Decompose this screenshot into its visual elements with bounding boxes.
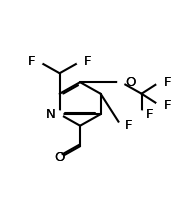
Text: O: O: [54, 151, 65, 164]
Circle shape: [118, 122, 124, 129]
Text: F: F: [84, 55, 91, 68]
Circle shape: [36, 59, 42, 65]
Text: F: F: [163, 76, 171, 89]
Circle shape: [77, 59, 83, 65]
Text: O: O: [125, 76, 135, 89]
Circle shape: [156, 79, 163, 85]
Text: F: F: [163, 76, 171, 89]
Text: F: F: [163, 99, 171, 112]
Text: F: F: [145, 108, 153, 121]
Text: F: F: [28, 55, 35, 68]
Text: F: F: [125, 119, 132, 132]
Circle shape: [56, 111, 63, 118]
Text: F: F: [125, 119, 132, 132]
Text: F: F: [28, 55, 35, 68]
Text: N: N: [45, 108, 55, 121]
Text: N: N: [45, 108, 55, 121]
Text: O: O: [54, 151, 65, 164]
Text: F: F: [163, 99, 171, 112]
Circle shape: [118, 79, 124, 85]
Circle shape: [56, 154, 63, 161]
Circle shape: [156, 102, 163, 108]
Text: F: F: [84, 55, 91, 68]
Circle shape: [138, 111, 145, 118]
Text: F: F: [145, 108, 153, 121]
Text: O: O: [125, 76, 135, 89]
